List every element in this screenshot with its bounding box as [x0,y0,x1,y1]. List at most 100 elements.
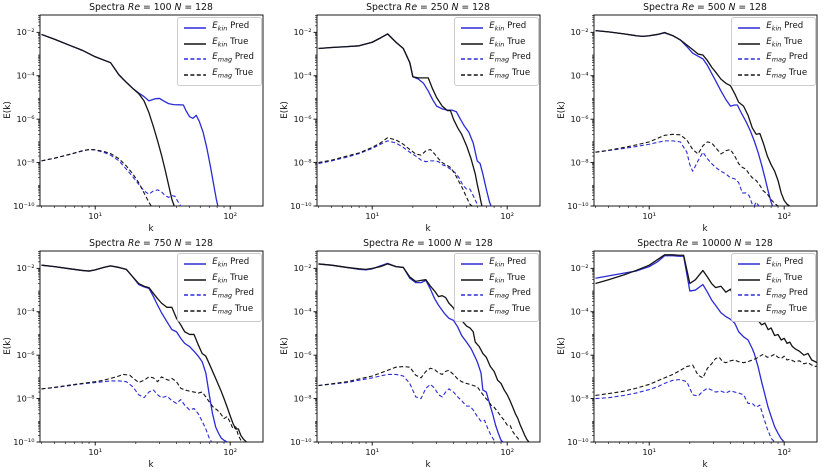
legend-line-sample [184,294,207,296]
y-axis-label: E(k) [280,337,290,355]
legend-entry-emag-true: Emag True [460,304,531,318]
y-tick-label: 10⁻⁶ [293,114,312,124]
legend-line-sample [461,263,484,265]
legend-entry-ekin-pred: Ekin Pred [460,21,531,35]
legend-label: Ekin True [212,36,249,49]
series-e_mag-pred [318,373,497,442]
legend-line-sample [738,263,761,265]
plot-title: Spectra Re = 500 N = 128 [643,2,767,13]
legend-label: Emag True [212,68,254,80]
spectra-plot-re-10000: Spectra Re = 10000 N = 128 k E(k) 10¹ 10²… [557,238,818,470]
axes-frame [593,250,818,443]
legend-entry-ekin-pred: Ekin Pred [737,21,808,35]
legend-entry-emag-true: Emag True [460,68,531,82]
y-tick-label: 10⁻¹⁰ [290,201,311,211]
y-tick-label: 10⁻² [570,263,588,273]
y-axis-label: E(k) [3,101,13,119]
legend-entry-ekin-true: Ekin True [183,273,254,287]
legend-line-sample [461,42,484,45]
legend-label: Ekin Pred [489,257,527,269]
series-e_mag-pred [595,140,760,206]
y-tick-label: 10⁻⁴ [570,71,589,81]
legend-label: Ekin Pred [212,257,250,269]
y-tick-label: 10⁻¹⁰ [13,437,34,447]
legend-label: Emag True [212,304,254,316]
legend-entry-ekin-true: Ekin True [737,273,808,287]
y-tick-label: 10⁻⁴ [570,307,589,317]
legend-entry-ekin-true: Ekin True [460,273,531,287]
spectra-plot-re-1000: Spectra Re = 1000 N = 128 k E(k) 10¹ 10² 1… [280,238,541,470]
subplot-re-250: Spectra Re = 250 N = 128 k E(k) 10¹ 10² 10… [277,0,554,236]
spectra-plot-re-250: Spectra Re = 250 N = 128 k E(k) 10¹ 10² 10… [280,2,541,234]
legend-entry-emag-true: Emag True [737,304,808,318]
x-axis-label: k [425,224,431,234]
axes-frame [593,14,818,207]
legend-label: Emag True [766,304,808,316]
legend-label: Emag Pred [489,52,531,65]
y-tick-label: 10⁻⁸ [570,393,588,403]
legend-entry-emag-pred: Emag Pred [737,52,808,66]
series-e_kin-true [41,33,175,206]
series-e_kin-pred [595,255,785,442]
legend: Ekin Pred Ekin True Emag Pred Emag True [731,253,816,322]
y-tick-label: 10⁻² [16,263,34,273]
plot-title: Spectra Re = 750 N = 128 [89,238,213,249]
y-axis-label: E(k) [3,337,13,355]
legend-label: Ekin Pred [766,21,804,33]
legend-label: Emag Pred [766,288,808,301]
plot-title: Spectra Re = 1000 N = 128 [363,238,493,249]
legend-label: Ekin True [489,36,526,49]
y-tick-label: 10⁻⁸ [16,393,34,403]
series-e_mag-true [595,133,779,206]
legend-line-sample [461,294,484,296]
x-axis-label: k [148,224,154,234]
legend-label: Ekin True [489,272,526,285]
axes-frame [316,14,541,207]
series-e_mag-pred [41,380,213,442]
legend-label: Emag Pred [212,52,254,65]
series-e_kin-true [318,33,483,206]
legend-label: Ekin True [766,272,803,285]
y-tick-label: 10⁻² [293,263,311,273]
legend-label: Emag Pred [489,288,531,301]
x-tick-label: 10² [500,447,514,457]
series-e_mag-true [41,373,244,442]
y-tick-label: 10⁻⁶ [570,350,589,360]
legend-line-sample [738,42,761,45]
series-e_mag-true [595,353,817,396]
plot-title: Spectra Re = 250 N = 128 [366,2,490,13]
legend-line-sample [184,74,207,76]
legend-entry-ekin-true: Ekin True [737,37,808,51]
x-tick-label: 10¹ [365,211,379,221]
x-axis-label: k [148,460,154,470]
x-axis-label: k [702,224,708,234]
legend-line-sample [184,42,207,45]
legend-line-sample [738,294,761,296]
y-tick-label: 10⁻¹⁰ [290,437,311,447]
y-axis-label: E(k) [557,101,567,119]
legend-label: Ekin True [212,272,249,285]
plot-title: Spectra Re = 10000 N = 128 [637,238,773,249]
legend-line-sample [184,27,207,29]
y-axis-label: E(k) [280,101,290,119]
legend-line-sample [738,27,761,29]
legend: Ekin Pred Ekin True Emag Pred Emag True [454,253,539,322]
legend-line-sample [184,58,207,60]
x-tick-label: 10² [223,211,237,221]
legend-entry-emag-true: Emag True [737,68,808,82]
legend-line-sample [738,310,761,312]
y-tick-label: 10⁻⁶ [16,350,35,360]
legend-line-sample [461,310,484,312]
legend-entry-emag-pred: Emag Pred [183,52,254,66]
legend-label: Emag True [489,304,531,316]
legend-entry-ekin-true: Ekin True [460,37,531,51]
spectra-plot-re-750: Spectra Re = 750 N = 128 k E(k) 10¹ 10² 10… [3,238,264,470]
y-tick-label: 10⁻¹⁰ [13,201,34,211]
legend-line-sample [461,74,484,76]
x-tick-label: 10² [777,211,791,221]
legend-entry-emag-true: Emag True [183,68,254,82]
legend-line-sample [184,263,207,265]
y-tick-label: 10⁻⁸ [570,157,588,167]
legend-line-sample [184,278,207,281]
